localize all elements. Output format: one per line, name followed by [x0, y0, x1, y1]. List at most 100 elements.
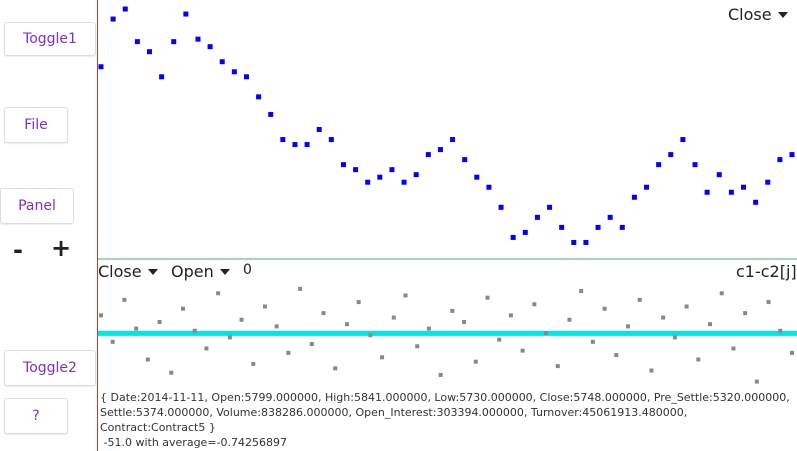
divider	[97, 0, 98, 451]
point	[728, 189, 734, 195]
point	[403, 293, 408, 298]
point	[497, 337, 502, 342]
point	[391, 315, 396, 320]
dropdown-label: Close	[98, 262, 142, 281]
point	[159, 74, 165, 80]
point	[485, 295, 490, 300]
point	[99, 313, 103, 318]
point	[559, 224, 565, 230]
top-chart	[98, 6, 797, 260]
point	[380, 355, 385, 360]
point	[765, 179, 771, 185]
point	[437, 147, 443, 153]
point	[195, 36, 201, 42]
point	[731, 346, 736, 351]
point	[607, 214, 613, 220]
point	[777, 157, 783, 163]
point	[656, 162, 662, 168]
point	[286, 350, 291, 355]
point	[389, 167, 395, 173]
point	[520, 348, 525, 353]
point	[304, 142, 310, 148]
point	[754, 379, 759, 384]
point	[413, 172, 419, 178]
point	[743, 311, 748, 316]
minus-button[interactable]: -	[13, 236, 23, 264]
bottom-chart	[98, 286, 797, 384]
point	[328, 137, 334, 143]
point	[251, 361, 256, 366]
point	[415, 344, 420, 349]
point	[243, 74, 249, 80]
point	[316, 127, 322, 132]
point	[333, 366, 338, 371]
point	[438, 372, 443, 377]
point	[547, 204, 553, 210]
point	[450, 137, 456, 143]
point	[704, 189, 710, 195]
button[interactable]: Toggle1	[4, 22, 96, 56]
point	[353, 167, 359, 173]
point	[274, 324, 279, 329]
point	[169, 370, 174, 375]
point	[661, 315, 666, 320]
point	[684, 304, 689, 309]
dropdown[interactable]: Open	[171, 262, 230, 281]
point	[462, 157, 468, 163]
point	[544, 331, 549, 335]
point	[134, 39, 140, 45]
point	[708, 322, 713, 327]
info-line: -51.0 with average=-0.74256897	[100, 436, 287, 449]
point	[692, 162, 698, 168]
arrow	[777, 11, 788, 18]
point	[309, 342, 314, 347]
point	[368, 333, 373, 338]
point	[595, 224, 601, 230]
info-panel: { Date:2014-11-11, Open:5799.000000, Hig…	[100, 390, 790, 450]
point	[377, 174, 383, 180]
button[interactable]: File	[4, 107, 68, 143]
point	[231, 69, 237, 75]
point	[207, 44, 213, 50]
point	[579, 289, 584, 294]
point	[614, 353, 619, 358]
point	[510, 234, 516, 240]
dropdown[interactable]: Close	[728, 5, 788, 24]
point	[583, 239, 589, 245]
dropdown[interactable]: Close	[98, 262, 158, 281]
button[interactable]: ?	[4, 398, 68, 434]
point	[668, 152, 674, 158]
point	[122, 6, 128, 12]
point	[268, 111, 274, 117]
point	[216, 291, 221, 296]
point	[110, 16, 116, 22]
point	[741, 184, 747, 190]
point	[680, 137, 686, 143]
point	[145, 357, 150, 362]
point	[672, 335, 677, 340]
point	[619, 224, 625, 230]
point	[631, 194, 637, 200]
button[interactable]: Panel	[0, 188, 74, 224]
point	[298, 286, 303, 291]
point	[753, 199, 759, 205]
point	[716, 172, 722, 178]
plus-button[interactable]: +	[51, 234, 72, 262]
point	[157, 319, 162, 324]
point	[365, 179, 371, 185]
point	[292, 142, 298, 148]
point	[522, 229, 528, 235]
point	[219, 59, 225, 65]
point	[110, 339, 115, 344]
point	[239, 317, 244, 322]
button[interactable]: Toggle2	[4, 350, 96, 386]
point	[644, 184, 650, 190]
info-line: Settle:5374.000000, Volume:838286.000000…	[100, 406, 688, 419]
point	[534, 214, 540, 220]
point	[462, 319, 467, 324]
point	[590, 339, 595, 344]
point	[321, 311, 326, 316]
dropdown-label: Open	[171, 262, 214, 281]
point	[204, 346, 209, 351]
